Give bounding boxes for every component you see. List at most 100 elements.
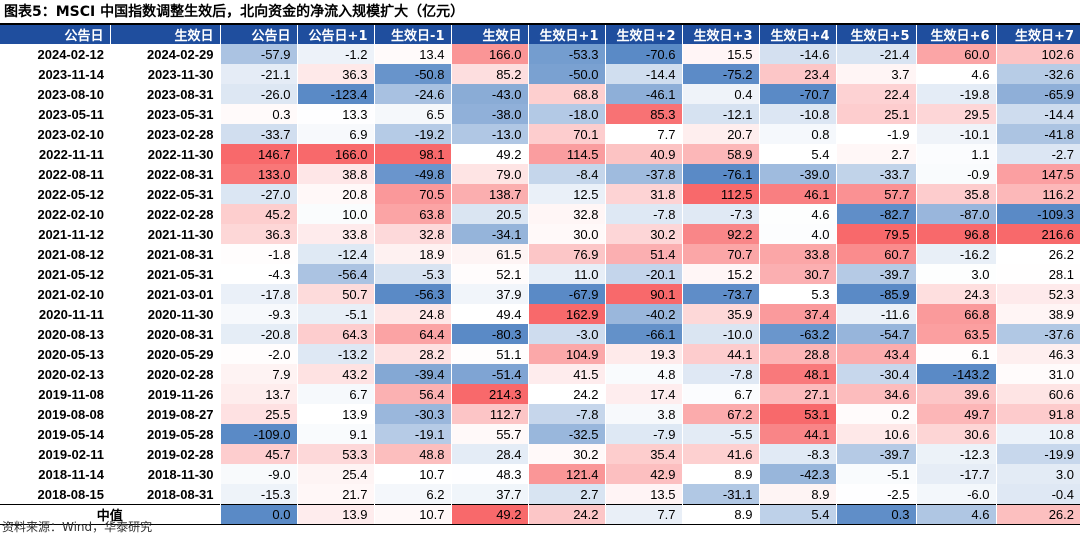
heatmap-cell: 5.4 [758, 144, 836, 164]
heatmap-cell: 53.1 [758, 404, 836, 424]
heatmap-cell: 25.5 [219, 404, 297, 424]
effective-date-cell: 2024-02-29 [147, 46, 214, 62]
column-header: 公告日 [0, 25, 110, 44]
announce-date-cell: 2024-02-12 [37, 46, 105, 62]
announce-date-cell: 2023-11-14 [38, 66, 104, 82]
heatmap-cell: -65.9 [995, 84, 1080, 104]
heatmap-cell: 64.4 [373, 324, 451, 344]
heatmap-cell: 44.1 [681, 344, 759, 364]
column-header: 生效日+4 [758, 25, 836, 44]
table-row: 2022-02-10 2022-02-28 45.2 10.0 63.8 20.5 32.8… [0, 204, 1080, 224]
heatmap-cell: 45.2 [219, 204, 297, 224]
announce-date-cell: 2019-05-14 [37, 426, 105, 442]
announce-date-cell: 2018-08-15 [37, 486, 105, 502]
table-row: 2019-02-11 2019-02-28 45.7 53.3 48.8 28.4 30.2… [0, 444, 1080, 464]
heatmap-cell: -10.0 [681, 324, 759, 344]
heatmap-cell: 24.3 [915, 284, 996, 304]
heatmap-table: 公告日 生效日 公告日 公告日+1 生效日-1 生效日 生效日+1 生效日+2 生效日+3 生效日… [0, 25, 1080, 525]
heatmap-cell: 49.4 [450, 304, 528, 324]
column-header: 生效日-1 [373, 25, 451, 44]
column-header: 生效日+7 [995, 25, 1080, 44]
heatmap-cell: 41.5 [527, 364, 605, 384]
table-row: 2023-08-10 2023-08-31 -26.0 -123.4 -24.6 -43.… [0, 84, 1080, 104]
column-header: 生效日 [450, 25, 528, 44]
heatmap-cell: -19.1 [373, 424, 451, 444]
heatmap-cell: -46.1 [604, 84, 682, 104]
heatmap-cell: -37.6 [995, 324, 1080, 344]
heatmap-cell: -21.4 [835, 44, 916, 64]
heatmap-cell: 41.6 [681, 444, 759, 464]
heatmap-cell: 11.0 [527, 264, 605, 284]
heatmap-cell: -3.0 [527, 324, 605, 344]
heatmap-cell: 32.8 [373, 224, 451, 244]
heatmap-cell: 56.4 [373, 384, 451, 404]
table-header: 公告日 生效日 公告日 公告日+1 生效日-1 生效日 生效日+1 生效日+2 生效日+3 生效日… [0, 25, 1080, 44]
heatmap-cell: 28.8 [758, 344, 836, 364]
heatmap-cell: 30.7 [758, 264, 836, 284]
heatmap-cell: -38.0 [450, 104, 528, 124]
column-header: 生效日+6 [915, 25, 996, 44]
heatmap-cell: -34.1 [450, 224, 528, 244]
heatmap-cell: 214.3 [450, 384, 528, 404]
heatmap-cell: 38.9 [995, 304, 1080, 324]
announce-date-cell: 2021-08-12 [37, 246, 105, 262]
heatmap-cell: 13.7 [219, 384, 297, 404]
heatmap-cell: -2.5 [835, 484, 916, 505]
heatmap-cell: 31.8 [604, 184, 682, 204]
effective-date-cell: 2021-08-31 [147, 246, 214, 262]
heatmap-cell: 52.1 [450, 264, 528, 284]
effective-date-cell: 2020-02-28 [147, 366, 214, 382]
announce-date-cell: 2021-05-12 [37, 266, 105, 282]
heatmap-cell: 28.4 [450, 444, 528, 464]
table-row: 2019-11-08 2019-11-26 13.7 6.7 56.4 214.3 24.2… [0, 384, 1080, 404]
table-row: 2023-02-10 2023-02-28 -33.7 6.9 -19.2 -13.0 70… [0, 124, 1080, 144]
announce-date-cell: 2021-02-10 [37, 286, 105, 302]
median-cell: 10.7 [373, 504, 451, 525]
table-row: 2018-08-15 2018-08-31 -15.3 21.7 6.2 37.7 2.7 1… [0, 484, 1080, 505]
table-row: 2018-11-14 2018-11-30 -9.0 25.4 10.7 48.3 121.… [0, 464, 1080, 484]
heatmap-cell: 30.6 [915, 424, 996, 444]
heatmap-cell: -30.4 [835, 364, 916, 384]
heatmap-cell: 38.8 [296, 164, 374, 184]
announce-date-cell: 2020-05-13 [37, 346, 105, 362]
heatmap-cell: -1.9 [835, 124, 916, 144]
heatmap-cell: -51.4 [450, 364, 528, 384]
heatmap-cell: 57.7 [835, 184, 916, 204]
heatmap-cell: 35.8 [915, 184, 996, 204]
median-cell: 24.2 [527, 504, 605, 525]
heatmap-cell: 4.6 [915, 64, 996, 84]
heatmap-cell: 29.5 [915, 104, 996, 124]
heatmap-cell: 26.2 [995, 244, 1080, 264]
announce-date-cell: 2023-05-11 [38, 106, 104, 122]
heatmap-cell: 35.9 [681, 304, 759, 324]
heatmap-cell: -43.0 [450, 84, 528, 104]
heatmap-cell: 30.0 [527, 224, 605, 244]
effective-date-cell: 2021-05-31 [147, 266, 214, 282]
heatmap-cell: -123.4 [296, 84, 374, 104]
effective-date-cell: 2022-02-28 [147, 206, 214, 222]
heatmap-cell: 46.1 [758, 184, 836, 204]
source-note: 资料来源：Wind，华泰研究 [2, 520, 153, 534]
heatmap-cell: -5.3 [373, 264, 451, 284]
table-row: 2023-05-11 2023-05-31 0.3 13.3 6.5 -38.0 -18.0… [0, 104, 1080, 124]
heatmap-cell: 63.8 [373, 204, 451, 224]
heatmap-cell: -39.7 [835, 264, 916, 284]
heatmap-cell: -56.3 [373, 284, 451, 304]
heatmap-cell: -14.4 [604, 64, 682, 84]
effective-date-cell: 2021-11-30 [147, 226, 214, 242]
heatmap-cell: 24.8 [373, 304, 451, 324]
heatmap-cell: 6.2 [373, 484, 451, 505]
heatmap-cell: 48.1 [758, 364, 836, 384]
column-header: 生效日+5 [835, 25, 916, 44]
heatmap-cell: 79.0 [450, 164, 528, 184]
effective-date-cell: 2023-02-28 [147, 126, 214, 142]
column-header: 生效日+3 [681, 25, 759, 44]
heatmap-cell: 85.2 [450, 64, 528, 84]
heatmap-cell: 98.1 [373, 144, 451, 164]
heatmap-cell: 51.1 [450, 344, 528, 364]
heatmap-cell: 92.2 [681, 224, 759, 244]
heatmap-cell: 43.2 [296, 364, 374, 384]
heatmap-cell: 3.0 [915, 264, 996, 284]
heatmap-cell: -17.7 [915, 464, 996, 484]
heatmap-cell: 36.3 [219, 224, 297, 244]
